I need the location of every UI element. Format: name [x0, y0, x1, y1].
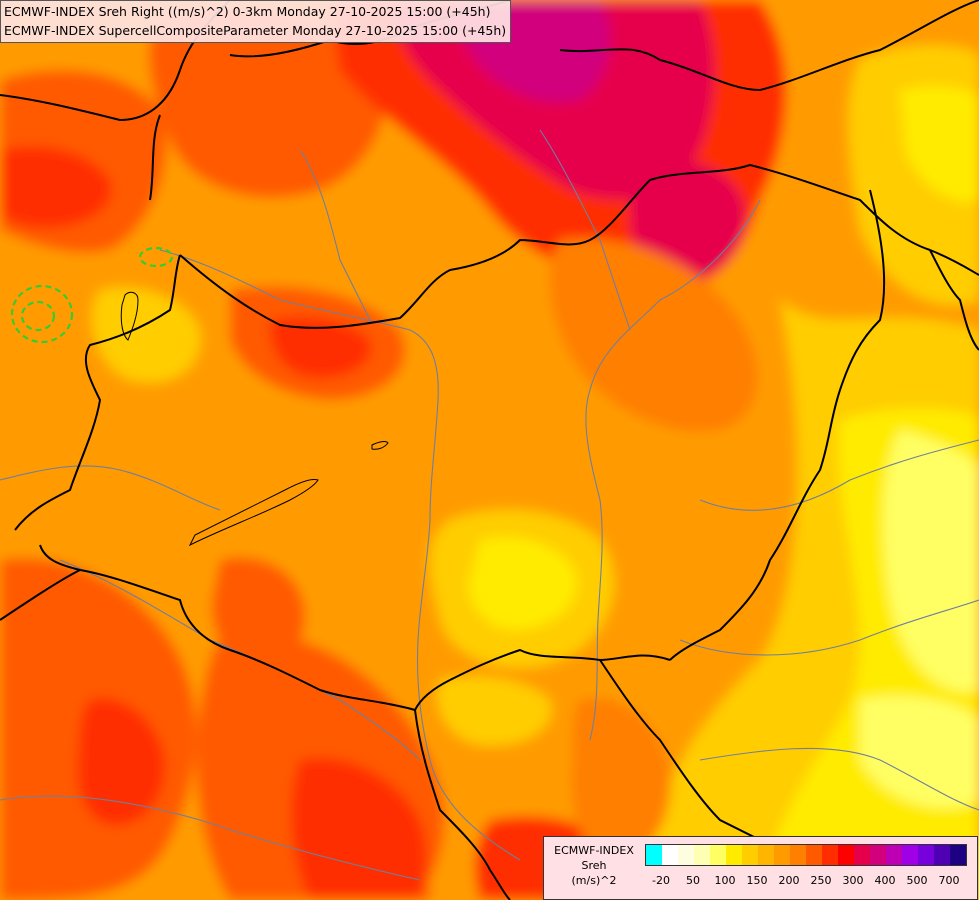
- legend-swatch: [758, 845, 774, 865]
- legend-tick-label: 700: [938, 874, 960, 887]
- legend-swatch: [934, 845, 950, 865]
- legend-swatch: [790, 845, 806, 865]
- river-north-1: [299, 149, 371, 321]
- border-south: [414, 709, 511, 900]
- field-midwest-red: [211, 557, 306, 666]
- border-south-east: [599, 659, 781, 851]
- river-tisza: [585, 199, 761, 741]
- legend-swatch: [838, 845, 854, 865]
- field-north-central-red: [149, 10, 387, 198]
- scp-contour-inner: [20, 300, 56, 332]
- legend-tick-label: -20: [652, 874, 670, 887]
- legend-swatch: [710, 845, 726, 865]
- legend-swatch: [950, 845, 966, 865]
- legend-swatch: [918, 845, 934, 865]
- map-title-line-1: ECMWF-INDEX Sreh Right ((m/s)^2) 0-3km M…: [4, 4, 491, 19]
- map-title-line-2: ECMWF-INDEX SupercellCompositeParameter …: [4, 23, 507, 38]
- legend-label-line-3: (m/s)^2: [571, 874, 617, 887]
- legend-swatches: [645, 844, 967, 866]
- border-southwest: [0, 569, 81, 621]
- legend-swatch: [662, 845, 678, 865]
- legend-swatch: [678, 845, 694, 865]
- legend-swatch: [646, 845, 662, 865]
- field-north-east-magenta: [629, 157, 746, 280]
- river-north-2: [539, 129, 631, 331]
- legend-swatch: [774, 845, 790, 865]
- border-north-4: [559, 0, 979, 92]
- field-west-yellow: [91, 287, 201, 383]
- legend-swatch: [694, 845, 710, 865]
- field-central-yellow-2: [468, 536, 578, 631]
- field-southwest-red-core: [77, 698, 166, 826]
- border-east-small: [929, 249, 979, 351]
- legend-tick-label: 250: [810, 874, 832, 887]
- field-northeast-light: [900, 85, 979, 202]
- legend-ticks: -20 50 100 150 200 250 300 400 500 700: [645, 874, 975, 890]
- field-northeast-orange: [549, 238, 758, 432]
- field-north-red-core: [0, 146, 112, 229]
- river-danube: [159, 249, 521, 861]
- legend-tick-label: 200: [778, 874, 800, 887]
- border-ukraine: [749, 164, 979, 276]
- map-title-box: ECMWF-INDEX Sreh Right ((m/s)^2) 0-3km M…: [0, 0, 512, 43]
- border-serbia: [414, 648, 671, 711]
- legend-tick-label: 100: [714, 874, 736, 887]
- border-east-romania: [669, 189, 886, 661]
- field-ridge-red-core: [269, 316, 372, 379]
- supercell-contours: [10, 246, 174, 344]
- legend-swatch: [742, 845, 758, 865]
- legend-label-line-1: ECMWF-INDEX: [554, 844, 634, 857]
- legend-label: ECMWF-INDEX Sreh (m/s)^2: [544, 843, 644, 888]
- river-east-1: [699, 439, 979, 511]
- scp-contour-outer: [10, 284, 74, 344]
- legend-swatch: [870, 845, 886, 865]
- field-south-red-core: [291, 758, 427, 900]
- legend-tick-label: 400: [874, 874, 896, 887]
- scp-contour-north: [138, 246, 174, 268]
- legend-swatch: [806, 845, 822, 865]
- field-lowest-east: [883, 430, 979, 692]
- river-west-1: [0, 465, 221, 511]
- legend-swatch: [726, 845, 742, 865]
- legend-swatch: [854, 845, 870, 865]
- lake-balaton: [188, 479, 319, 547]
- legend-tick-label: 300: [842, 874, 864, 887]
- rivers: [0, 129, 979, 881]
- border-austria: [14, 254, 181, 531]
- river-east-2: [679, 599, 979, 656]
- border-north-2: [149, 114, 161, 201]
- river-sava: [0, 795, 421, 881]
- legend-tick-label: 50: [686, 874, 700, 887]
- legend-swatch: [886, 845, 902, 865]
- river-southeast: [699, 747, 979, 811]
- border-slovakia-hungary: [179, 164, 751, 329]
- field-south-orange-red: [571, 698, 671, 860]
- lake-velence: [371, 441, 389, 450]
- field-lowest-east-2: [860, 696, 979, 808]
- legend-tick-label: 150: [746, 874, 768, 887]
- legend-swatch: [902, 845, 918, 865]
- color-legend: ECMWF-INDEX Sreh (m/s)^2 -20 50 100 150 200 2…: [543, 836, 978, 900]
- lake-neusiedl: [120, 291, 139, 341]
- field-south-yellow: [437, 676, 552, 746]
- legend-tick-label: 500: [906, 874, 928, 887]
- legend-swatch: [822, 845, 838, 865]
- legend-label-line-2: Sreh: [581, 859, 607, 872]
